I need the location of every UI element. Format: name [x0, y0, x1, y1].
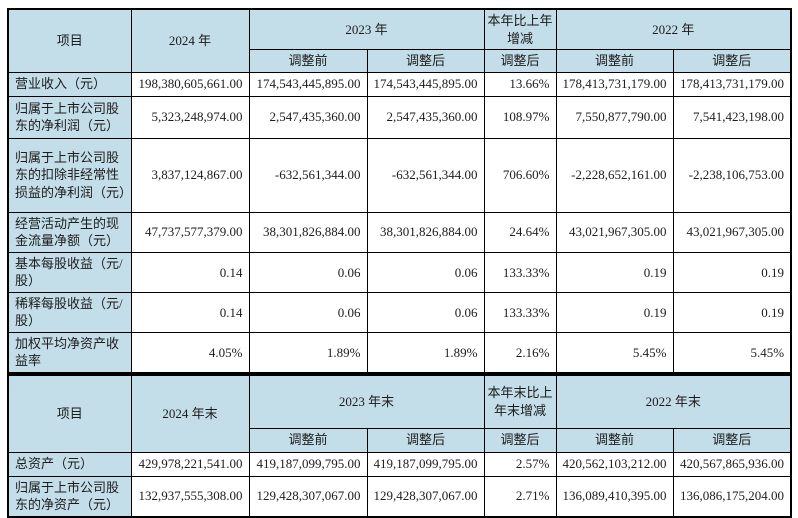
value-yoy: 2.16% — [483, 331, 557, 374]
annual-results-table: 项目 2024 年 2023 年 本年比上年增减 2022 年 调整前 调整后 … — [7, 8, 793, 375]
row-label: 基本每股收益（元/股） — [7, 251, 132, 293]
document-page: 项目 2024 年 2023 年 本年比上年增减 2022 年 调整前 调整后 … — [7, 8, 793, 518]
value-2022-pre: -2,228,652,161.00 — [555, 137, 674, 213]
value-yoy: 133.33% — [483, 251, 557, 293]
header-yoy-end: 本年末比上年末增减 — [483, 374, 557, 429]
value-2022-post: 5.45% — [672, 331, 792, 374]
value-2024: 47,737,577,379.00 — [130, 211, 250, 253]
value-2023-post: 1.89% — [366, 331, 485, 374]
value-2023-post: 174,543,445,895.00 — [366, 71, 485, 97]
row-label: 稀释每股收益（元/股） — [7, 291, 132, 333]
value-2022-post: 136,086,175,204.00 — [672, 475, 792, 518]
table-row: 营业收入（元） 198,380,605,661.00 174,543,445,8… — [7, 71, 792, 97]
header-item: 项目 — [7, 374, 132, 453]
header-yoy-post: 调整后 — [483, 49, 557, 73]
value-2024: 3,837,124,867.00 — [130, 137, 250, 213]
table-row: 总资产（元） 429,978,221,541.00 419,187,099,79… — [7, 451, 792, 477]
value-2022-post: -2,238,106,753.00 — [672, 137, 792, 213]
value-2024: 0.14 — [130, 291, 250, 333]
value-2022-post: 0.19 — [672, 291, 792, 333]
header-2022-pre: 调整前 — [555, 49, 674, 73]
value-2022-pre: 136,089,410,395.00 — [555, 475, 674, 518]
row-label: 加权平均净资产收益率 — [7, 331, 132, 374]
value-2022-pre: 0.19 — [555, 251, 674, 293]
value-2022-pre: 178,413,731,179.00 — [555, 71, 674, 97]
header-2023-post: 调整后 — [366, 427, 485, 453]
table-row: 归属于上市公司股东的净利润（元） 5,323,248,974.00 2,547,… — [7, 95, 792, 139]
value-2022-post: 178,413,731,179.00 — [672, 71, 792, 97]
value-2022-pre: 420,562,103,212.00 — [555, 451, 674, 477]
value-2024: 132,937,555,308.00 — [130, 475, 250, 518]
value-yoy: 2.71% — [483, 475, 557, 518]
value-2023-pre: -632,561,344.00 — [248, 137, 368, 213]
row-label: 营业收入（元） — [7, 71, 132, 97]
value-yoy: 706.60% — [483, 137, 557, 213]
value-2023-post: -632,561,344.00 — [366, 137, 485, 213]
value-2023-pre: 174,543,445,895.00 — [248, 71, 368, 97]
value-2023-pre: 0.06 — [248, 251, 368, 293]
value-2022-pre: 7,550,877,790.00 — [555, 95, 674, 139]
header-yoy-post: 调整后 — [483, 427, 557, 453]
value-yoy: 2.57% — [483, 451, 557, 477]
value-2024: 5,323,248,974.00 — [130, 95, 250, 139]
table-row: 归属于上市公司股东的扣除非经常性损益的净利润（元） 3,837,124,867.… — [7, 137, 792, 213]
row-label: 经营活动产生的现金流量净额（元） — [7, 211, 132, 253]
value-2023-post: 2,547,435,360.00 — [366, 95, 485, 139]
value-2023-pre: 129,428,307,067.00 — [248, 475, 368, 518]
value-2024: 4.05% — [130, 331, 250, 374]
value-2023-post: 129,428,307,067.00 — [366, 475, 485, 518]
header-2023-pre: 调整前 — [248, 427, 368, 453]
value-2024: 0.14 — [130, 251, 250, 293]
period-end-table: 项目 2024 年末 2023 年末 本年末比上年末增减 2022 年末 调整前… — [7, 374, 793, 518]
value-yoy: 13.66% — [483, 71, 557, 97]
header-2022-post: 调整后 — [672, 427, 792, 453]
table-row: 基本每股收益（元/股） 0.14 0.06 0.06 133.33% 0.19 … — [7, 251, 792, 293]
row-label: 归属于上市公司股东的净资产（元） — [7, 475, 132, 518]
value-2023-post: 419,187,099,795.00 — [366, 451, 485, 477]
table-row: 经营活动产生的现金流量净额（元） 47,737,577,379.00 38,30… — [7, 211, 792, 253]
value-2023-post: 38,301,826,884.00 — [366, 211, 485, 253]
value-2022-post: 0.19 — [672, 251, 792, 293]
value-2023-pre: 419,187,099,795.00 — [248, 451, 368, 477]
value-2022-pre: 5.45% — [555, 331, 674, 374]
value-2024: 198,380,605,661.00 — [130, 71, 250, 97]
header-item: 项目 — [7, 8, 132, 73]
value-2023-post: 0.06 — [366, 291, 485, 333]
value-2023-post: 0.06 — [366, 251, 485, 293]
header-yoy: 本年比上年增减 — [483, 8, 557, 51]
value-2022-post: 43,021,967,305.00 — [672, 211, 792, 253]
table-row: 稀释每股收益（元/股） 0.14 0.06 0.06 133.33% 0.19 … — [7, 291, 792, 333]
header-2023: 2023 年 — [248, 8, 485, 51]
row-label: 归属于上市公司股东的净利润（元） — [7, 95, 132, 139]
header-2023-pre: 调整前 — [248, 49, 368, 73]
row-label: 总资产（元） — [7, 451, 132, 477]
header-2023-end: 2023 年末 — [248, 374, 485, 429]
header-2022-end: 2022 年末 — [555, 374, 792, 429]
value-2023-pre: 2,547,435,360.00 — [248, 95, 368, 139]
value-2023-pre: 38,301,826,884.00 — [248, 211, 368, 253]
value-2022-post: 420,567,865,936.00 — [672, 451, 792, 477]
header-2024-end: 2024 年末 — [130, 374, 250, 453]
value-yoy: 108.97% — [483, 95, 557, 139]
value-2022-pre: 0.19 — [555, 291, 674, 333]
header-2022: 2022 年 — [555, 8, 792, 51]
value-2022-pre: 43,021,967,305.00 — [555, 211, 674, 253]
table-row: 加权平均净资产收益率 4.05% 1.89% 1.89% 2.16% 5.45%… — [7, 331, 792, 374]
value-yoy: 24.64% — [483, 211, 557, 253]
row-label: 归属于上市公司股东的扣除非经常性损益的净利润（元） — [7, 137, 132, 213]
table-row: 归属于上市公司股东的净资产（元） 132,937,555,308.00 129,… — [7, 475, 792, 518]
header-2023-post: 调整后 — [366, 49, 485, 73]
value-2024: 429,978,221,541.00 — [130, 451, 250, 477]
header-2024: 2024 年 — [130, 8, 250, 73]
value-2023-pre: 0.06 — [248, 291, 368, 333]
value-2023-pre: 1.89% — [248, 331, 368, 374]
header-2022-post: 调整后 — [672, 49, 792, 73]
header-2022-pre: 调整前 — [555, 427, 674, 453]
value-2022-post: 7,541,423,198.00 — [672, 95, 792, 139]
value-yoy: 133.33% — [483, 291, 557, 333]
